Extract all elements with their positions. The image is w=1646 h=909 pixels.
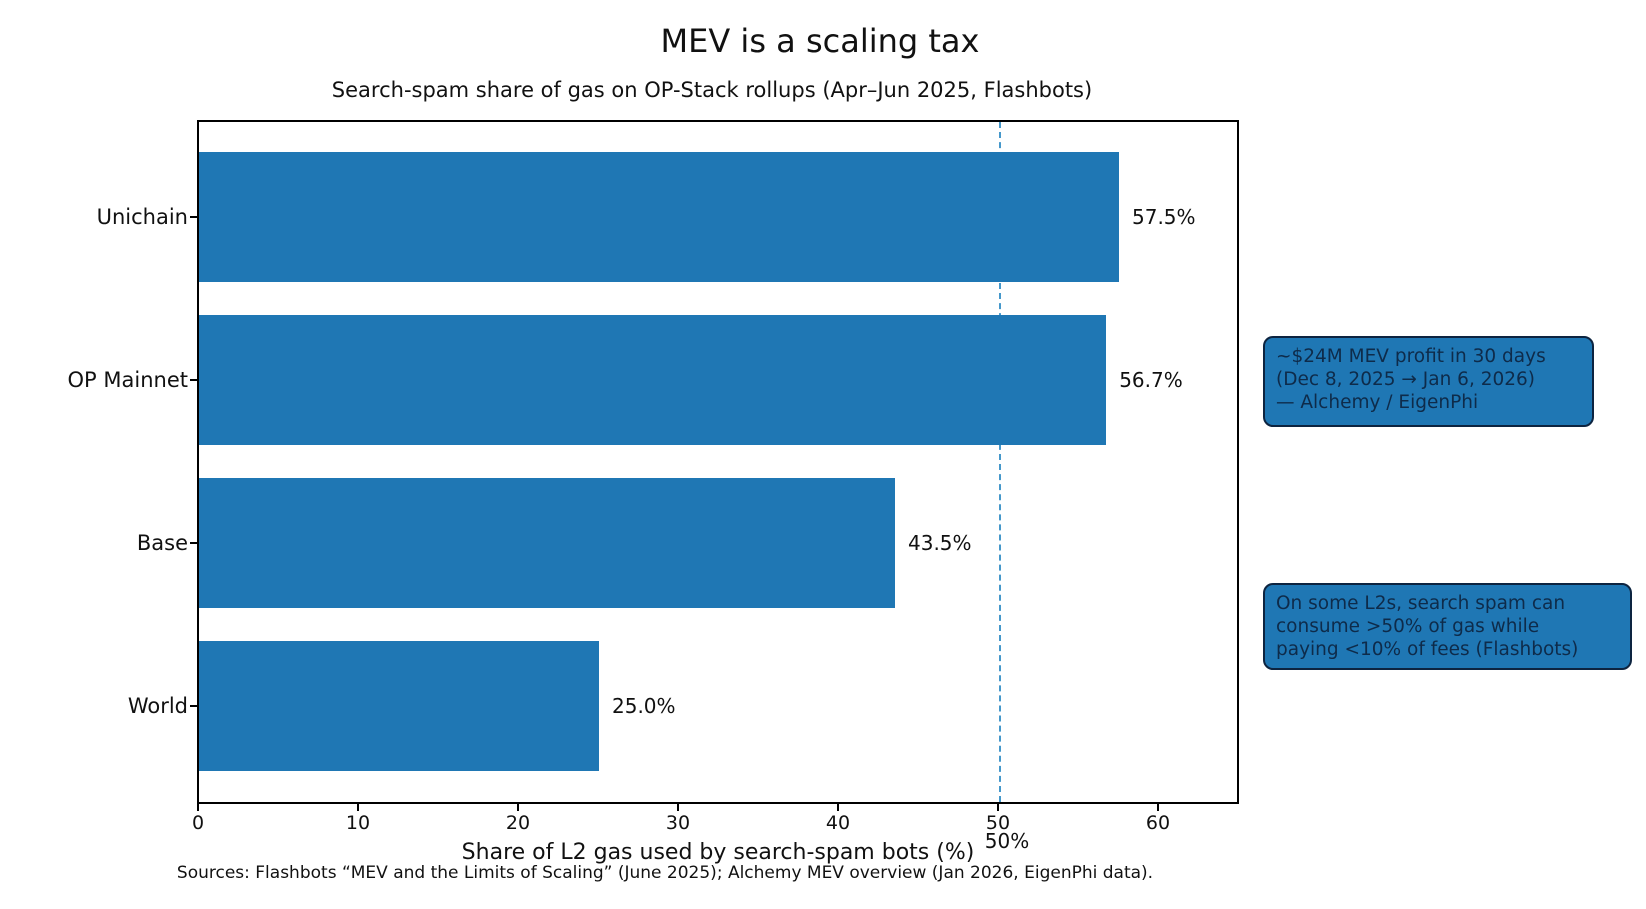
y-tick-mark <box>190 705 197 707</box>
x-axis-title: Share of L2 gas used by search-spam bots… <box>461 840 975 865</box>
annotation-line: — Alchemy / EigenPhi <box>1276 392 1479 413</box>
bar-unichain <box>199 152 1119 282</box>
value-label-unichain: 57.5% <box>1132 205 1196 229</box>
bar-op-mainnet <box>199 315 1107 445</box>
annotation-line: consume >50% of gas while <box>1276 616 1540 637</box>
y-tick-mark <box>190 542 197 544</box>
x-tick-label-40: 40 <box>825 812 851 834</box>
x-tick-label-10: 10 <box>345 812 371 834</box>
bar-world <box>199 641 599 771</box>
y-label-op-mainnet: OP Mainnet <box>67 368 188 392</box>
x-tick-label-30: 30 <box>665 812 691 834</box>
x-tick-mark <box>1157 804 1159 811</box>
value-label-world: 25.0% <box>612 694 676 718</box>
x-tick-mark <box>517 804 519 811</box>
annotation-line: On some L2s, search spam can <box>1276 593 1566 614</box>
annotation-line: ~$24M MEV profit in 30 days <box>1276 346 1546 367</box>
x-tick-mark <box>677 804 679 811</box>
x-tick-label-20: 20 <box>505 812 531 834</box>
y-label-unichain: Unichain <box>96 205 188 229</box>
x-tick-label-50: 50 <box>985 812 1011 834</box>
annotation-box-search-spam: On some L2s, search spam can consume >50… <box>1263 583 1632 670</box>
y-tick-mark <box>190 216 197 218</box>
x-tick-mark <box>197 804 199 811</box>
annotation-box-mev-profit: ~$24M MEV profit in 30 days (Dec 8, 2025… <box>1263 336 1594 427</box>
threshold-line-50pct <box>999 122 1001 802</box>
plot-area <box>197 120 1239 804</box>
bar-base <box>199 478 895 608</box>
x-tick-label-0: 0 <box>191 812 205 834</box>
value-label-base: 43.5% <box>908 531 972 555</box>
threshold-label: 50% <box>984 829 1030 853</box>
sources-note: Sources: Flashbots “MEV and the Limits o… <box>176 863 1154 883</box>
y-label-world: World <box>127 694 188 718</box>
value-label-op-mainnet: 56.7% <box>1119 368 1183 392</box>
chart-title: MEV is a scaling tax <box>660 22 980 60</box>
y-tick-mark <box>190 379 197 381</box>
x-tick-mark <box>997 804 999 811</box>
x-tick-mark <box>837 804 839 811</box>
x-tick-label-60: 60 <box>1145 812 1171 834</box>
y-label-base: Base <box>136 531 188 555</box>
chart-subtitle: Search-spam share of gas on OP-Stack rol… <box>331 78 1093 102</box>
annotation-line: paying <10% of fees (Flashbots) <box>1276 639 1579 660</box>
annotation-line: (Dec 8, 2025 → Jan 6, 2026) <box>1276 369 1535 390</box>
x-tick-mark <box>357 804 359 811</box>
